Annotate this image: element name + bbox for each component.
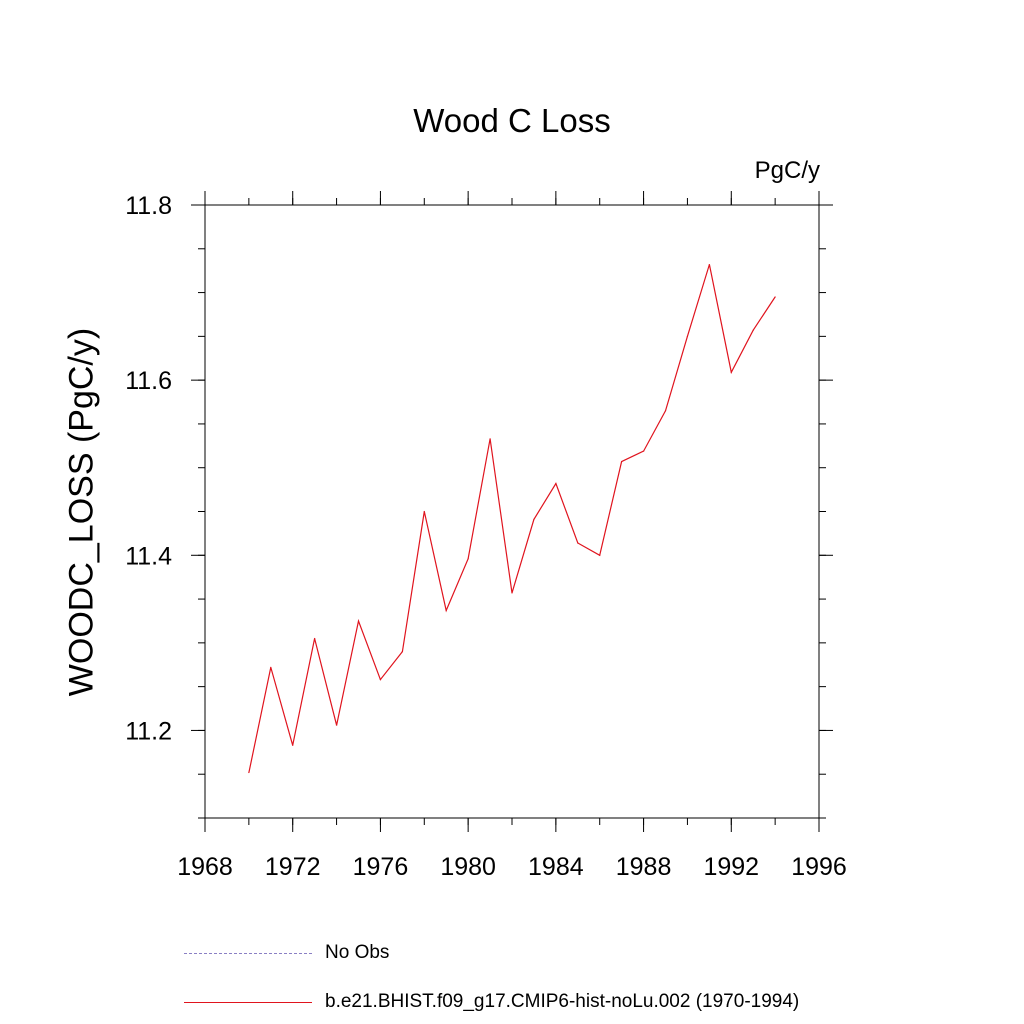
y-tick-label: 11.6 xyxy=(125,367,172,395)
y-axis-ticks: 11.2 11.4 11.6 11.8 xyxy=(125,192,833,819)
legend-label: No Obs xyxy=(325,942,390,963)
data-point xyxy=(774,296,776,298)
x-tick-label: 1976 xyxy=(353,853,409,881)
data-point xyxy=(248,771,250,774)
data-point xyxy=(467,558,469,560)
legend-swatch-dashed xyxy=(184,953,312,954)
data-point xyxy=(664,410,667,412)
x-tick-label: 1968 xyxy=(177,853,233,881)
data-point xyxy=(292,744,294,746)
data-point xyxy=(752,329,754,331)
data-point xyxy=(708,263,710,266)
legend-swatch-solid xyxy=(184,1002,312,1003)
data-point xyxy=(533,518,535,520)
data-point xyxy=(379,679,382,681)
data-point xyxy=(555,482,557,485)
data-point xyxy=(445,609,447,612)
data-point xyxy=(423,510,425,513)
data-point xyxy=(335,724,338,726)
series-line xyxy=(248,264,776,773)
x-tick-label: 1980 xyxy=(440,853,496,881)
series-layer xyxy=(248,263,776,774)
x-axis-ticks: 1968 1972 1976 1980 1984 1988 1992 1996 xyxy=(177,191,847,881)
y-tick-label: 11.8 xyxy=(125,192,172,220)
data-point xyxy=(511,592,513,594)
data-point xyxy=(314,637,316,640)
x-tick-label: 1988 xyxy=(616,853,672,881)
x-tick-label: 1984 xyxy=(528,853,584,881)
data-point xyxy=(621,460,623,463)
data-point xyxy=(357,620,360,622)
y-tick-label: 11.4 xyxy=(125,542,172,570)
data-point xyxy=(686,335,689,337)
x-tick-label: 1972 xyxy=(265,853,321,881)
units-label: PgC/y xyxy=(754,157,820,184)
x-tick-label: 1992 xyxy=(703,853,759,881)
data-point xyxy=(270,666,272,668)
data-point xyxy=(642,450,645,452)
data-point xyxy=(401,651,403,653)
legend-label: b.e21.BHIST.f09_g17.CMIP6-hist-noLu.002 … xyxy=(325,991,800,1012)
x-tick-label: 1996 xyxy=(791,853,847,881)
chart-title: Wood C Loss xyxy=(413,102,611,139)
y-axis-label: WOODC_LOSS (PgC/y) xyxy=(62,327,101,697)
data-point xyxy=(577,542,579,544)
data-point xyxy=(730,371,732,373)
data-point xyxy=(489,438,491,440)
y-tick-label: 11.2 xyxy=(125,717,172,745)
data-point xyxy=(599,554,601,556)
